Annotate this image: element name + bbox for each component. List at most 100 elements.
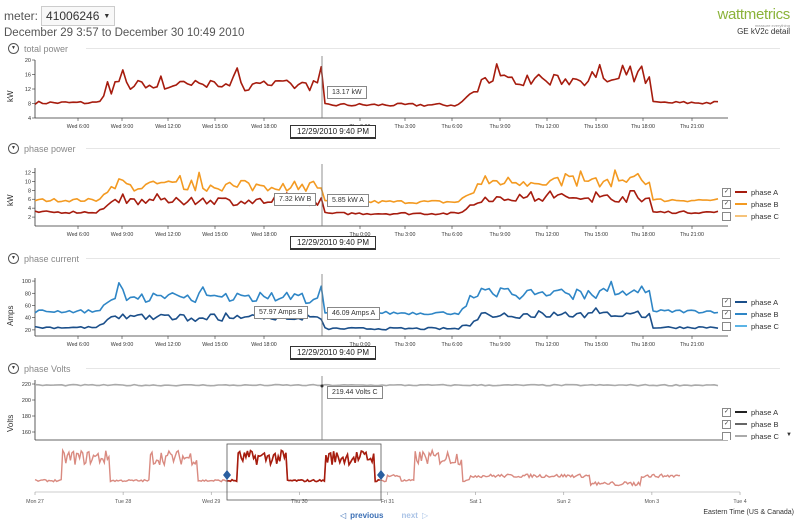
y-tick-label: 12: [25, 87, 31, 93]
checkbox[interactable]: ✓: [722, 199, 731, 209]
y-tick-label: 100: [22, 279, 31, 285]
y-tick-label: 80: [25, 291, 31, 297]
legend-item-phase-b[interactable]: ✓ phase B: [722, 198, 779, 210]
navigator-tick-label: Thu 30: [291, 499, 308, 505]
next-icon[interactable]: ▷: [421, 511, 429, 520]
section-header-phase-power[interactable]: ▼ phase power: [8, 143, 790, 154]
x-tick-label: Wed 18:00: [251, 124, 277, 130]
checkbox[interactable]: [722, 431, 731, 440]
x-tick-label: Thu 3:00: [395, 124, 416, 130]
x-tick-label: Wed 9:00: [111, 124, 134, 130]
device-label: GE kV2c detail: [737, 27, 790, 36]
legend-swatch: [735, 411, 747, 413]
next-button[interactable]: next: [401, 511, 418, 520]
meter-select[interactable]: 41006246 ▼: [41, 6, 116, 26]
legend-label: phase C: [751, 211, 779, 221]
legend-item-phase-a[interactable]: ✓ phase A: [722, 186, 779, 198]
y-tick-label: 6: [28, 197, 31, 203]
section-header-phase-volts[interactable]: ▼ phase Volts: [8, 363, 790, 374]
legend-label: phase B: [751, 309, 779, 319]
y-tick-label: 2: [28, 215, 31, 221]
x-tick-label: Wed 9:00: [111, 232, 134, 238]
tooltip-phase-a-power: 5.85 kW A: [327, 194, 369, 207]
x-tick-label: Thu 12:00: [535, 232, 559, 238]
divider: [86, 258, 780, 259]
navigator-tick-label: Mon 27: [26, 499, 44, 505]
x-tick-label: Thu 15:00: [584, 342, 608, 348]
y-tick-label: 60: [25, 303, 31, 309]
chart-panel: 12 10 8 6 4 2 Wed 6:00 Wed 9:00 Wed 12:00 Wed 15:…: [25, 164, 728, 238]
legend-phase-current: ✓ phase A ✓ phase B phase C: [722, 296, 779, 332]
tooltip-phase-c-volts: 219.44 Volts C: [327, 386, 383, 399]
pager: ◁ previous next ▷: [340, 511, 428, 520]
section-header-total-power[interactable]: ▼ total power: [8, 43, 790, 54]
divider: [86, 48, 780, 49]
legend-item-phase-a[interactable]: ✓ phase A: [722, 406, 779, 418]
y-tick-label: 16: [25, 73, 31, 79]
scroll-down-icon[interactable]: ▼: [786, 432, 792, 438]
x-tick-label: Thu 6:00: [442, 232, 463, 238]
x-tick-label: Wed 6:00: [67, 342, 90, 348]
x-tick-label: Wed 12:00: [155, 232, 181, 238]
x-tick-label: Wed 6:00: [67, 232, 90, 238]
chart-panel: 20 16 12 8 4 Wed 6:00 Wed 9:00 Wed 12:00 Wed 15:…: [25, 56, 728, 130]
legend-swatch: [735, 423, 747, 425]
navigator-right-handle[interactable]: [377, 470, 385, 480]
checkbox[interactable]: [722, 321, 731, 331]
divider: [86, 148, 780, 149]
section-header-phase-current[interactable]: ▼ phase current: [8, 253, 790, 264]
checkbox[interactable]: [722, 211, 731, 221]
x-tick-label: Thu 6:00: [442, 342, 463, 348]
x-tick-label: Thu 18:00: [631, 342, 655, 348]
phase-a-power-line: [34, 190, 719, 216]
y-tick-label: 4: [28, 116, 31, 122]
x-tick-label: Wed 18:00: [251, 342, 277, 348]
phase-c-volts-line: [34, 383, 719, 387]
checkbox[interactable]: ✓: [722, 419, 731, 429]
previous-button[interactable]: previous: [350, 511, 384, 520]
checkbox[interactable]: ✓: [722, 407, 731, 417]
x-tick-label: Wed 12:00: [155, 342, 181, 348]
navigator-tick-label: Tue 28: [115, 499, 131, 505]
navigator-tick-label: Fri 31: [381, 499, 395, 505]
navigator-selected-series: [227, 449, 380, 483]
legend-label: phase A: [751, 297, 779, 307]
navigator-tick-label: Tue 4: [733, 499, 746, 505]
legend-item-phase-a[interactable]: ✓ phase A: [722, 296, 779, 308]
collapse-toggle-icon[interactable]: ▼: [8, 363, 19, 374]
x-tick-label: Thu 3:00: [395, 342, 416, 348]
x-tick-label: Thu 3:00: [395, 232, 416, 238]
x-tick-label: Thu 9:00: [490, 232, 511, 238]
timezone-label: Eastern Time (US & Canada): [703, 509, 794, 516]
checkbox[interactable]: ✓: [722, 187, 731, 197]
x-tick-label: Wed 9:00: [111, 342, 134, 348]
legend-phase-volts: ✓ phase A ✓ phase B phase C: [722, 406, 779, 440]
checkbox[interactable]: ✓: [722, 309, 731, 319]
y-tick-label: 160: [22, 430, 31, 436]
logo-tagline: measure everything: [754, 23, 790, 28]
tooltip-phase-b-power: 7.32 kW B: [274, 193, 317, 206]
legend-label: phase A: [751, 187, 779, 197]
collapse-toggle-icon[interactable]: ▼: [8, 143, 19, 154]
previous-icon[interactable]: ◁: [340, 511, 347, 520]
checkbox[interactable]: ✓: [722, 297, 731, 307]
legend-item-phase-b[interactable]: ✓ phase B: [722, 418, 779, 430]
navigator-tick-label: Sat 1: [469, 499, 481, 505]
meter-label: meter:: [4, 9, 39, 23]
navigator-left-handle[interactable]: [223, 470, 231, 480]
x-tick-label: Wed 18:00: [251, 232, 277, 238]
cursor-time-label: 12/29/2010 9:40 PM: [290, 125, 377, 139]
y-tick-label: 200: [22, 398, 31, 404]
tooltip-total-power: 13.17 kW: [327, 86, 367, 99]
legend-item-phase-b[interactable]: ✓ phase B: [722, 308, 779, 320]
x-tick-label: Thu 9:00: [490, 124, 511, 130]
legend-item-phase-c[interactable]: phase C: [722, 430, 779, 440]
legend-item-phase-c[interactable]: phase C: [722, 320, 779, 332]
legend-label: phase B: [751, 419, 779, 429]
collapse-toggle-icon[interactable]: ▼: [8, 253, 19, 264]
x-tick-label: Thu 0:00: [350, 342, 371, 348]
legend-item-phase-c[interactable]: phase C: [722, 210, 779, 222]
y-tick-label: 12: [25, 170, 31, 176]
collapse-toggle-icon[interactable]: ▼: [8, 43, 19, 54]
